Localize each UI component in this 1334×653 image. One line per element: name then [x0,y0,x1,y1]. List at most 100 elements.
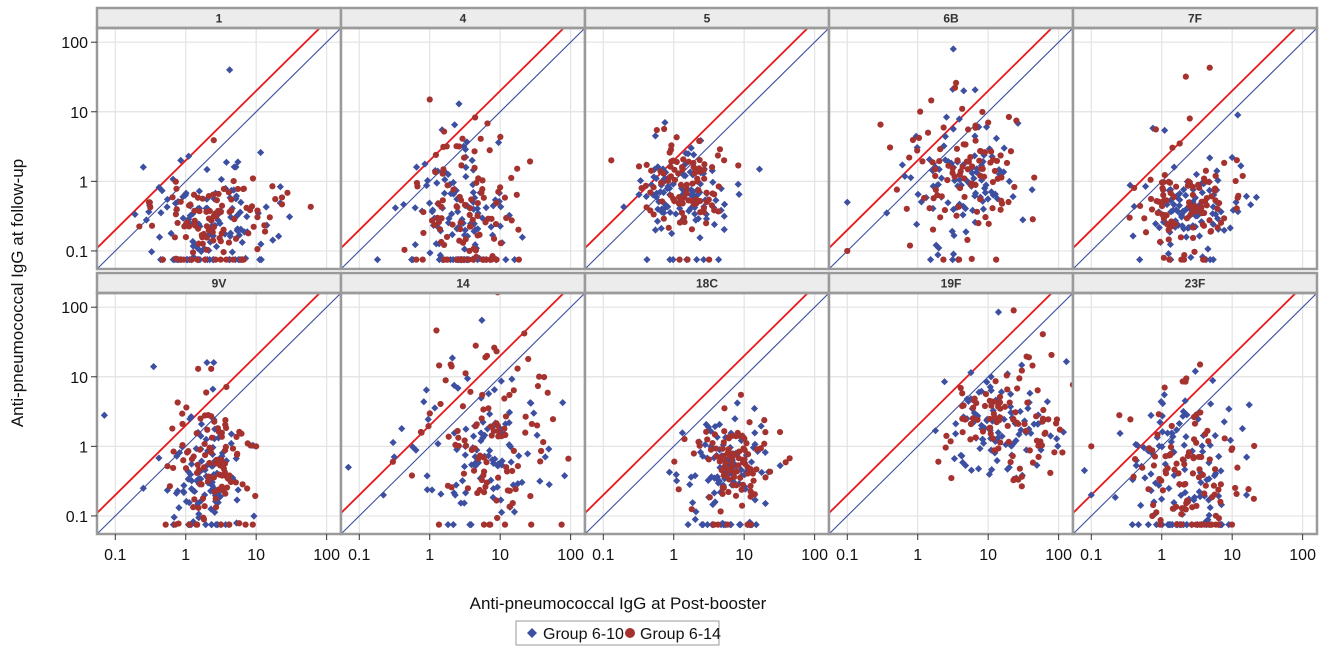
point-group-6-10 [949,250,958,258]
point-group-6-14 [472,247,479,254]
point-group-6-14 [1162,212,1169,219]
point-group-6-10 [1028,186,1036,194]
point-group-6-10 [448,231,456,239]
point-group-6-14 [1215,486,1222,493]
point-group-6-10 [445,214,453,223]
point-group-6-14 [506,391,513,399]
point-group-6-14 [909,136,917,144]
point-group-6-10 [1006,403,1015,411]
point-group-6-14 [464,485,471,492]
point-group-6-14 [450,186,457,193]
point-group-6-14 [210,191,217,198]
point-group-6-14 [221,460,229,467]
point-group-6-10 [478,316,486,324]
point-group-6-10 [1009,440,1017,448]
point-group-6-14 [193,430,200,437]
point-group-6-10 [174,487,182,495]
reference-line-two-fold [97,28,322,250]
point-group-6-10 [949,125,957,133]
point-group-6-10 [203,358,211,367]
reference-line-identity [1073,28,1317,269]
point-group-6-14 [457,219,464,226]
point-group-6-14 [1228,521,1236,528]
point-group-6-14 [737,391,745,398]
point-group-6-10 [202,435,210,443]
point-group-6-10 [937,174,946,182]
point-group-6-14 [1142,229,1150,236]
point-group-6-14 [432,169,439,176]
point-group-6-14 [191,222,199,229]
point-group-6-10 [993,456,1001,465]
point-group-6-14 [993,256,1000,263]
point-group-6-14 [461,437,468,444]
point-group-6-10 [715,256,723,264]
point-group-6-14 [680,214,688,221]
point-group-6-14 [1167,443,1175,451]
point-group-6-10 [703,521,712,529]
point-group-6-14 [696,442,703,449]
point-group-6-14 [688,197,696,205]
point-group-6-14 [921,194,928,202]
point-group-6-14 [218,433,225,440]
point-group-6-10 [182,497,191,506]
point-group-6-10 [490,386,499,394]
point-group-6-10 [964,397,973,405]
point-group-6-14 [234,185,241,193]
point-group-6-10 [696,448,705,456]
point-group-6-14 [708,202,716,209]
point-group-6-14 [253,443,260,450]
point-group-6-10 [477,437,485,445]
point-group-6-14 [1201,209,1208,217]
point-group-6-10 [959,211,967,219]
point-group-6-14 [647,207,654,214]
point-group-6-10 [949,45,957,53]
point-group-6-14 [893,186,900,193]
point-group-6-14 [196,480,204,487]
point-group-6-14 [206,459,213,467]
point-group-6-14 [973,208,981,215]
point-group-6-14 [528,521,535,528]
point-group-6-14 [1169,144,1176,151]
point-group-6-14 [1190,436,1198,443]
point-group-6-14 [479,391,486,399]
point-group-6-14 [159,256,166,263]
point-group-6-14 [1192,208,1199,215]
point-group-6-10 [398,424,406,433]
point-group-6-10 [962,228,970,236]
point-group-6-10 [944,199,952,207]
points [373,96,534,264]
point-group-6-14 [493,348,500,355]
point-group-6-10 [1133,441,1142,449]
reference-lines [829,293,1073,534]
point-group-6-10 [420,398,428,406]
point-group-6-14 [929,159,936,166]
point-group-6-10 [234,486,242,494]
point-group-6-10 [424,177,432,185]
point-group-6-10 [1220,418,1228,426]
point-group-6-14 [981,402,989,410]
y-tick-label: 10 [70,105,88,122]
point-group-6-14 [493,199,500,206]
point-group-6-14 [952,79,960,87]
panel-9v: 9V [95,271,343,536]
point-group-6-10 [975,388,983,396]
panel-label: 6B [943,12,959,26]
point-group-6-14 [722,458,729,466]
point-group-6-14 [172,211,179,218]
point-group-6-14 [716,146,724,153]
point-group-6-10 [233,496,241,504]
point-group-6-10 [941,156,949,164]
point-group-6-14 [972,137,979,144]
point-group-6-10 [515,452,523,460]
point-group-6-14 [205,412,212,419]
point-group-6-10 [207,505,215,513]
gridlines [97,28,341,269]
point-group-6-10 [1183,411,1191,419]
point-group-6-14 [484,120,491,127]
point-group-6-14 [697,209,704,216]
point-group-6-14 [977,147,984,155]
point-group-6-10 [1019,216,1027,224]
point-group-6-14 [436,362,443,369]
point-group-6-14 [943,432,950,439]
point-group-6-10 [1158,495,1166,503]
